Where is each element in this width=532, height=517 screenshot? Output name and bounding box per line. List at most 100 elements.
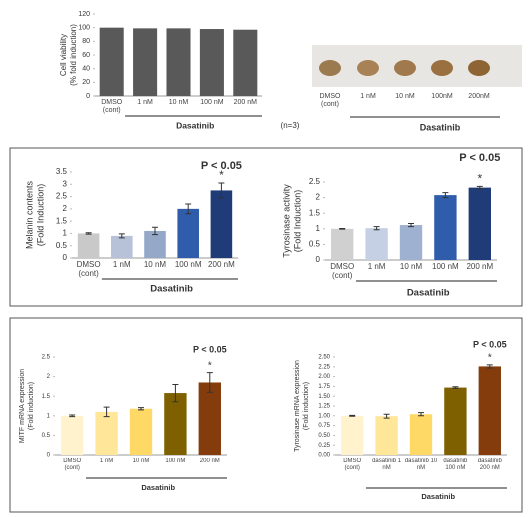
x-tick-label-box: DMSO (cont): [63, 458, 82, 471]
x-tick-label: DMSO (cont): [343, 458, 362, 471]
x-tick-label-box: 100 nM: [174, 261, 202, 269]
bar: [177, 208, 199, 258]
x-tick-label: 10 nM: [168, 99, 189, 106]
significance-label: P < 0.05: [473, 339, 507, 349]
x-tick-label: 1 nM: [112, 261, 131, 269]
x-tick-label: 100 nM: [200, 99, 224, 106]
y-tick-label: 0.5: [309, 240, 321, 249]
y-tick-label: 0.00: [318, 453, 330, 459]
significance-star: *: [488, 352, 492, 363]
x-tick-label-box: 10 nM: [144, 261, 166, 269]
x-tick-label: 10 nM: [132, 458, 150, 464]
error-bar: [486, 364, 493, 369]
y-tick-label: 1.5: [42, 394, 51, 400]
x-tick-label-box: dasatinib 100 nM: [443, 458, 468, 471]
bar: [99, 27, 124, 97]
x-tick-label-box: dasatinib 10 nM: [405, 458, 437, 471]
y-tick-label: 1.75: [318, 384, 330, 390]
y-tick-label: 40: [82, 66, 90, 73]
group-label: Dasatinib: [421, 492, 455, 501]
error-bar: [442, 192, 449, 199]
group-label: Dasatinib: [141, 483, 175, 492]
note: (n=3): [281, 121, 300, 130]
bar: [199, 29, 224, 96]
x-tick-label-box: 1 nM: [112, 261, 131, 269]
x-tick-label: dasatinib 200 nM: [477, 458, 502, 471]
significance-star: *: [477, 172, 482, 186]
y-axis-label: MITF mRNA expression: [19, 369, 26, 443]
x-tick-label: DMSO (cont): [76, 261, 101, 278]
tube: [394, 60, 416, 76]
x-tick-label: 100 nM: [432, 263, 459, 271]
y-tick-label: 2: [316, 193, 321, 202]
bar: [133, 28, 158, 97]
x-tick-label: 10 nM: [399, 263, 423, 271]
x-tick-label-box: 1 nM: [137, 99, 153, 106]
x-tick-label-box: 1 nM: [100, 458, 113, 464]
photo-label-box: 200nM: [468, 93, 489, 100]
y-axis-label: (Fold induction): [28, 382, 35, 430]
y-axis-label: Cell viability: [59, 34, 68, 76]
error-bar: [339, 227, 346, 230]
x-tick-label-box: 1 nM: [367, 263, 386, 271]
error-bar: [349, 414, 356, 417]
tube: [319, 60, 341, 76]
x-tick-label-box: 200 nM: [466, 263, 493, 271]
y-tick-label: 80: [82, 38, 90, 45]
x-tick-label-box: dasatinib 1 nM: [372, 458, 401, 471]
photo-label-box: 10 nM: [395, 93, 414, 100]
x-tick-label: 100 nM: [174, 261, 202, 269]
bar: [375, 416, 398, 455]
tube: [357, 60, 379, 76]
x-tick-label: dasatinib 100 nM: [443, 458, 468, 471]
x-tick-label: DMSO (cont): [63, 458, 82, 471]
x-tick-label: 200 nM: [199, 458, 220, 464]
significance-star: *: [208, 360, 212, 371]
x-tick-label: 200 nM: [208, 261, 235, 269]
x-tick-label: DMSO (cont): [330, 263, 355, 280]
y-tick-label: 1.00: [318, 413, 330, 419]
y-axis-label: Melanin contents: [24, 180, 34, 249]
photo-background: [312, 45, 522, 87]
bar: [478, 366, 501, 455]
x-tick-label: 1 nM: [367, 263, 386, 271]
photo-label-box: 100nM: [431, 93, 452, 100]
y-tick-label: 2: [47, 374, 51, 380]
error-bar: [476, 185, 483, 190]
y-tick-label: 1: [316, 224, 321, 233]
y-tick-label: 1.50: [318, 394, 330, 400]
y-tick-label: 3.5: [56, 167, 68, 176]
y-tick-label: 20: [82, 79, 90, 86]
bar: [409, 414, 433, 455]
y-tick-label: 2: [63, 204, 68, 213]
photo-label: DMSO (cont): [319, 93, 341, 108]
bar: [111, 235, 133, 258]
photo-label-box: DMSO (cont): [319, 93, 341, 108]
y-tick-label: 1.25: [318, 404, 330, 410]
error-bar: [206, 372, 213, 393]
y-tick-label: 0.75: [318, 423, 330, 429]
y-tick-label: 3: [63, 179, 68, 188]
x-tick-label-box: 10 nM: [132, 458, 150, 464]
x-tick-label-box: 100 nM: [432, 263, 459, 271]
bar: [166, 28, 191, 97]
error-bar: [152, 226, 158, 236]
y-tick-label: 1: [47, 413, 51, 419]
error-bar: [103, 406, 110, 418]
x-tick-label-box: 10 nM: [399, 263, 423, 271]
error-bar: [138, 407, 144, 411]
error-bar: [85, 232, 92, 235]
error-bar: [69, 414, 76, 418]
y-axis-label: Tyrosinase mRNA expression: [294, 360, 301, 452]
x-tick-label-box: dasatinib 200 nM: [477, 458, 502, 471]
y-tick-label: 120: [78, 11, 90, 18]
y-axis-label: Tyrosinase activity: [281, 184, 291, 258]
error-bar: [185, 203, 192, 215]
x-tick-label-box: DMSO (cont): [101, 99, 122, 114]
y-tick-label: 60: [82, 52, 90, 59]
error-bar: [373, 226, 380, 231]
bar: [468, 187, 491, 260]
y-tick-label: 2.25: [318, 364, 330, 370]
bar: [129, 408, 153, 455]
